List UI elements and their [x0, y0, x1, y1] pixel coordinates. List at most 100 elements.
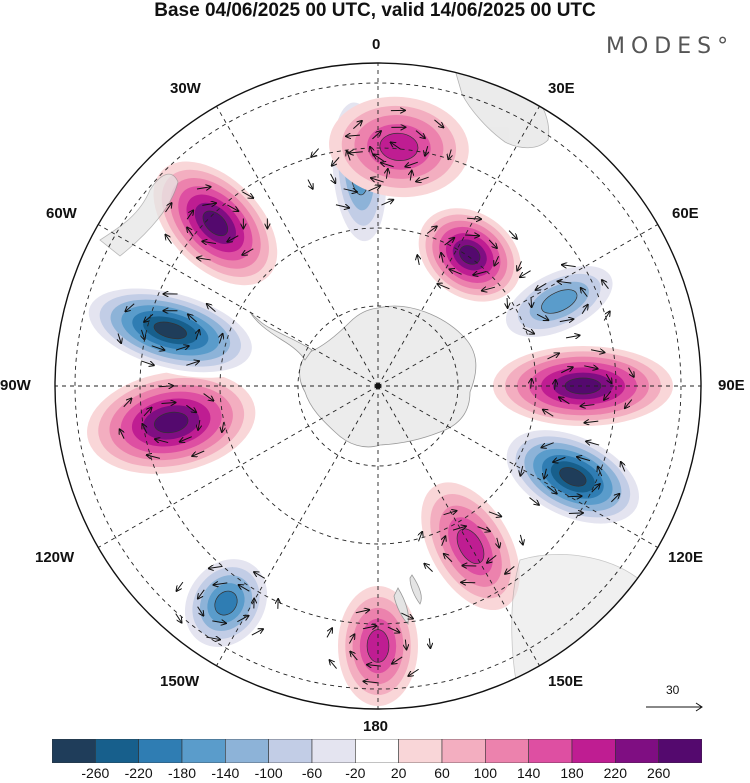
wind-vector-arrow [362, 626, 376, 629]
wind-vector-arrow [437, 284, 450, 290]
wind-vector-arrow [222, 422, 224, 432]
wind-vector-arrow [367, 665, 381, 666]
wind-vector-arrow [598, 467, 602, 477]
wind-vector-arrow [628, 367, 634, 377]
wind-vector-arrow [559, 397, 570, 405]
wind-vector-arrow [196, 187, 211, 189]
wind-vector-arrow [448, 149, 451, 160]
wind-vector-arrow [187, 227, 194, 237]
wind-vector-arrow [143, 408, 152, 417]
colorbar-tick-label: -60 [301, 765, 323, 781]
wind-vector-arrow [219, 334, 222, 344]
anomaly-field [77, 87, 673, 706]
wind-vector-arrow [254, 572, 266, 579]
wind-vector-arrow [444, 554, 453, 563]
meridian-line [377, 385, 540, 666]
wind-vector-arrow [450, 269, 462, 275]
wind-vector-arrow [188, 314, 197, 323]
lon-label-90w: 90W [0, 377, 31, 394]
wind-vector-arrow [581, 305, 588, 315]
meridian-line [98, 385, 379, 548]
wind-vector-arrow [568, 513, 583, 514]
pole-marker [375, 383, 381, 389]
wind-vector-arrow [330, 173, 336, 183]
wind-vector-arrow [477, 526, 490, 532]
wind-vector-arrow [374, 154, 385, 162]
colorbar-swatch [311, 739, 356, 763]
wind-vector-arrow [424, 564, 433, 572]
wind-vector-arrow [348, 634, 354, 644]
wind-vector-arrow [239, 585, 250, 592]
wind-vector-arrow [197, 606, 204, 616]
wind-vector-arrow [237, 616, 248, 623]
lon-label-180: 180 [363, 718, 389, 735]
wind-vector-arrow [426, 226, 437, 234]
new-zealand-landmass [393, 574, 422, 625]
lon-label-60e: 60E [672, 205, 699, 222]
wind-vector-arrow [326, 628, 332, 638]
wind-vector-arrow [202, 203, 216, 205]
wind-vector-arrow [494, 255, 498, 265]
reference-vector-arrow [646, 702, 703, 712]
wind-vector-arrow [186, 210, 193, 220]
negative-anomaly-contour [541, 289, 578, 314]
wind-vector-arrow [368, 186, 380, 192]
meridian-line [377, 106, 540, 387]
wind-vector-arrow [161, 402, 175, 403]
positive-anomaly-contour [154, 411, 189, 434]
wind-vector-arrow [251, 629, 263, 636]
meridian-line [216, 385, 379, 666]
wind-vector-arrow [536, 283, 547, 289]
wind-vector-arrow [165, 203, 171, 213]
colorbar-tick-label: -100 [254, 765, 283, 781]
wind-vector-arrow [425, 145, 428, 156]
positive-anomaly-contour [459, 245, 481, 265]
wind-vector-arrow [177, 581, 184, 591]
wind-vector-arrow [558, 281, 572, 283]
wind-vector-arrow [602, 280, 609, 290]
wind-vector-arrow [584, 366, 597, 369]
colorbar-tick-label: 60 [434, 765, 450, 781]
wind-vector-arrow [610, 494, 619, 503]
meridian-line [98, 224, 379, 387]
wind-vector-arrow [581, 405, 595, 407]
wind-vector-arrow [520, 534, 523, 545]
wind-vector-arrow [487, 555, 497, 562]
wind-vector-arrow [520, 270, 531, 277]
wind-vector-arrow [155, 439, 169, 442]
wind-vector-arrow [410, 171, 411, 181]
colorbar-swatch [225, 739, 269, 763]
wind-vector-arrow [372, 131, 381, 140]
wind-vector-arrow [567, 496, 582, 497]
wind-vector-arrow [392, 656, 403, 664]
wind-vector-arrow [529, 497, 538, 505]
wind-vector-arrow [417, 255, 419, 266]
wind-vector-arrow [123, 399, 132, 408]
colorbar-swatch [52, 739, 96, 763]
wind-vector-arrow [603, 311, 610, 321]
wind-vector-arrow [391, 142, 401, 150]
colorbar-tick-label: -260 [81, 765, 110, 781]
map-border [54, 62, 702, 710]
wind-vector-arrow [497, 537, 500, 548]
wind-vector-arrow [401, 612, 413, 618]
wind-vector-arrow [444, 238, 455, 246]
wind-vector-arrow [386, 169, 387, 179]
wind-vector-arrow [555, 380, 556, 390]
modes-logo: MODES° [606, 34, 735, 59]
south-america-landmass [99, 173, 179, 257]
wind-vector-arrow [165, 235, 172, 244]
reference-vector-label: 30 [666, 683, 680, 697]
colorbar-swatch [138, 739, 183, 763]
wind-vector-arrow [350, 652, 358, 661]
wind-vector-arrow [591, 484, 600, 493]
wind-vector-arrow [120, 429, 125, 439]
wind-vector-arrow [343, 189, 357, 192]
wind-vector-arrow [442, 536, 446, 546]
wind-vector-arrow [311, 148, 320, 157]
wind-vector-arrow [531, 297, 532, 307]
wind-vector-arrow [147, 455, 161, 458]
wind-vector-arrow [581, 288, 588, 297]
wind-vector-arrow [125, 303, 135, 312]
lon-label-150w: 150W [160, 673, 200, 690]
